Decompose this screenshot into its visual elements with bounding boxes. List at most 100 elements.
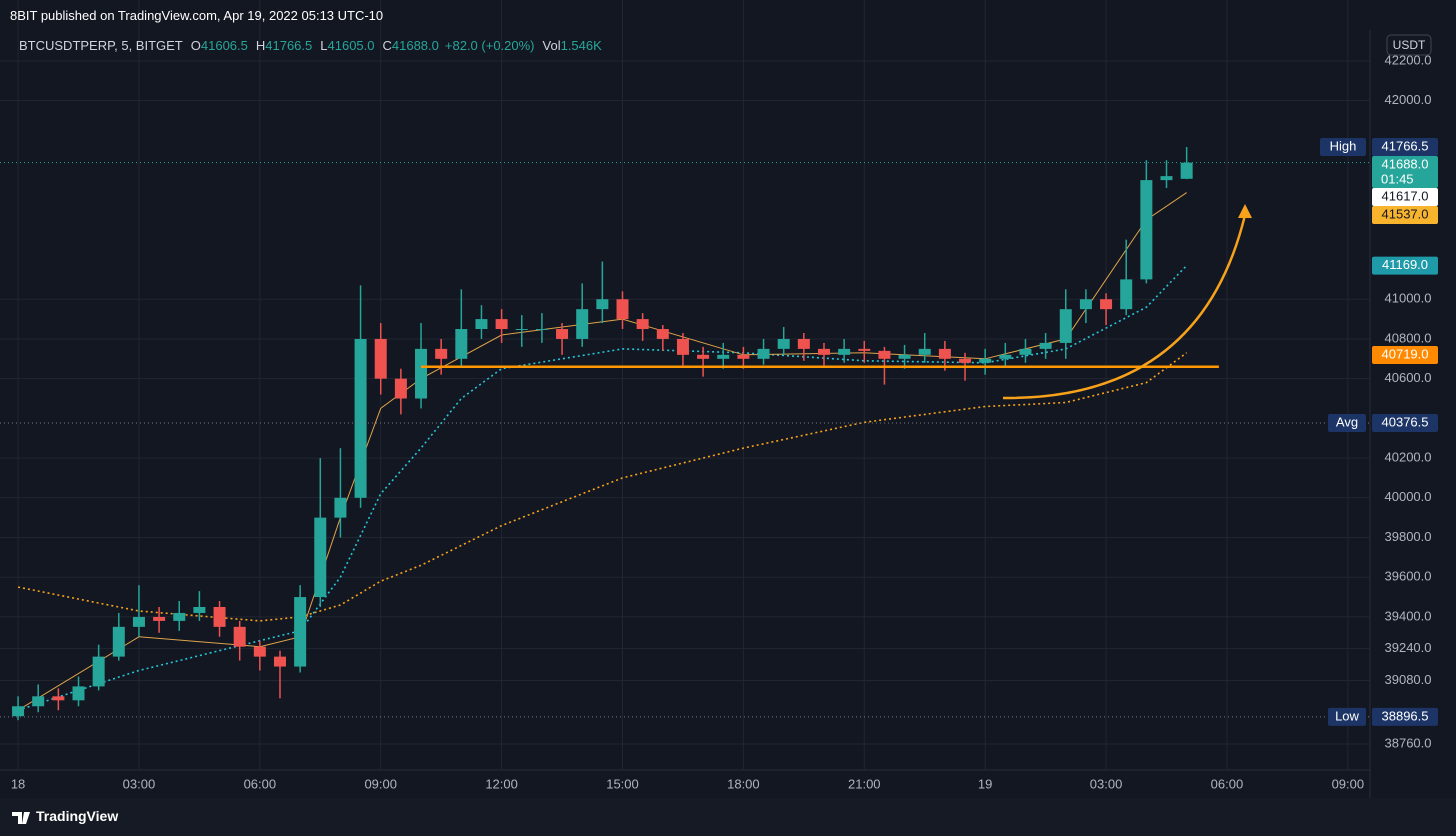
y-tick-label: 41000.0 xyxy=(1385,291,1432,306)
legend: BTCUSDTPERP, 5, BITGET O 41606.5 H 41766.5 L 4… xyxy=(19,38,602,53)
candle-body xyxy=(1019,348,1032,355)
logo xyxy=(12,812,30,824)
price-tag-name-box xyxy=(1320,138,1366,157)
candle-body xyxy=(1100,299,1113,310)
candle-body xyxy=(233,626,246,647)
y-tick-label: 40600.0 xyxy=(1385,370,1432,385)
legend-v: 41605.0 xyxy=(327,38,375,53)
candle-body xyxy=(92,656,105,687)
drawn-arrow xyxy=(1002,214,1247,400)
price-tag-label: 40376.5 xyxy=(1382,414,1429,429)
candle-body xyxy=(153,616,166,621)
candle-body xyxy=(596,299,609,310)
legend-v: 41766.5 xyxy=(265,38,313,53)
candle-body xyxy=(636,319,649,330)
candle-body xyxy=(515,329,528,331)
candle-body xyxy=(334,497,347,518)
candle-body xyxy=(294,597,307,667)
y-tick-label: 39600.0 xyxy=(1385,569,1432,584)
price-tag-label: 38896.5 xyxy=(1382,708,1429,723)
candle-body xyxy=(112,626,125,657)
x-tick-label: 18 xyxy=(11,776,25,791)
candle-body xyxy=(394,378,407,399)
candle-body xyxy=(898,354,911,359)
price-tag-label: 40719.0 xyxy=(1382,346,1429,361)
legend-k: Vol xyxy=(542,38,561,53)
candle-body xyxy=(173,612,186,621)
candle-body xyxy=(616,299,629,320)
candle-body xyxy=(717,354,730,359)
price-tag-name-box xyxy=(1328,707,1366,726)
candle-body xyxy=(52,696,65,701)
legend-v: 41606.5 xyxy=(200,38,248,53)
candle-body xyxy=(737,354,750,359)
brand: TradingView xyxy=(36,808,119,824)
candle-body xyxy=(535,329,548,331)
candle-body xyxy=(1160,176,1173,181)
currency-box[interactable] xyxy=(1386,34,1432,56)
y-tick-label: 39800.0 xyxy=(1385,529,1432,544)
price-tag-name: Avg xyxy=(1336,414,1358,429)
candle-body xyxy=(697,354,710,359)
candle-body xyxy=(576,309,589,339)
candle-body xyxy=(1140,180,1153,280)
candle-body xyxy=(253,646,266,657)
candle-body xyxy=(1059,309,1072,343)
x-tick-label: 03:00 xyxy=(123,776,156,791)
candle-body xyxy=(1079,299,1092,310)
arrow-head xyxy=(1238,204,1252,218)
y-tick-label: 42200.0 xyxy=(1385,52,1432,67)
x-tick-label: 15:00 xyxy=(606,776,639,791)
candle-body xyxy=(656,329,669,339)
price-tag xyxy=(1372,138,1438,157)
x-tick-label: 12:00 xyxy=(485,776,518,791)
x-tick-label: 09:00 xyxy=(1332,776,1365,791)
price-tag-label: 41169.0 xyxy=(1382,257,1428,272)
legend-k: L xyxy=(320,38,328,53)
indicator-line xyxy=(17,352,1188,622)
candle-body xyxy=(132,616,145,627)
price-tag xyxy=(1372,707,1438,726)
price-tag-label: 41688.0 xyxy=(1382,156,1429,171)
candle-body xyxy=(858,348,871,351)
price-tag xyxy=(1372,414,1438,433)
price-tag xyxy=(1372,346,1438,365)
x-tick-label: 09:00 xyxy=(364,776,397,791)
currency: USDT xyxy=(1393,38,1426,52)
x-tick-label: 21:00 xyxy=(848,776,881,791)
candle-body xyxy=(72,686,85,701)
candle-body xyxy=(213,606,226,627)
price-tag-label: 41766.5 xyxy=(1382,138,1429,153)
y-tick-label: 40200.0 xyxy=(1385,450,1432,465)
candle-body xyxy=(415,348,428,399)
candle-body xyxy=(1039,342,1052,349)
candle-body xyxy=(435,348,448,359)
price-tag xyxy=(1372,206,1438,225)
candle-body xyxy=(314,517,327,598)
overlays: 41766.5 High 41688.001:45 41617.0 41537.0 411… xyxy=(0,138,1438,726)
x-tick-label: 03:00 xyxy=(1090,776,1123,791)
y-tick-label: 39240.0 xyxy=(1385,640,1432,655)
x-tick-label: 06:00 xyxy=(244,776,277,791)
published: 8BIT published on TradingView.com, Apr 1… xyxy=(10,8,384,23)
candle-body xyxy=(757,348,770,359)
candle-body xyxy=(938,348,951,359)
candle-body xyxy=(979,358,992,363)
candle-body xyxy=(495,319,508,330)
candle-body xyxy=(817,348,830,355)
candle-body xyxy=(475,319,488,330)
y-tick-label: 40000.0 xyxy=(1385,489,1432,504)
price-tag xyxy=(1372,256,1438,275)
candle-body xyxy=(556,329,569,339)
candle-body xyxy=(354,338,367,498)
candle-body xyxy=(12,706,25,717)
legend-v: 1.546K xyxy=(560,38,602,53)
legend-v: +82.0 (+0.20%) xyxy=(444,38,535,53)
candle-body xyxy=(32,696,45,707)
price-tag-name: Low xyxy=(1335,708,1359,723)
candle-body xyxy=(193,606,206,613)
candle-body xyxy=(676,338,689,355)
